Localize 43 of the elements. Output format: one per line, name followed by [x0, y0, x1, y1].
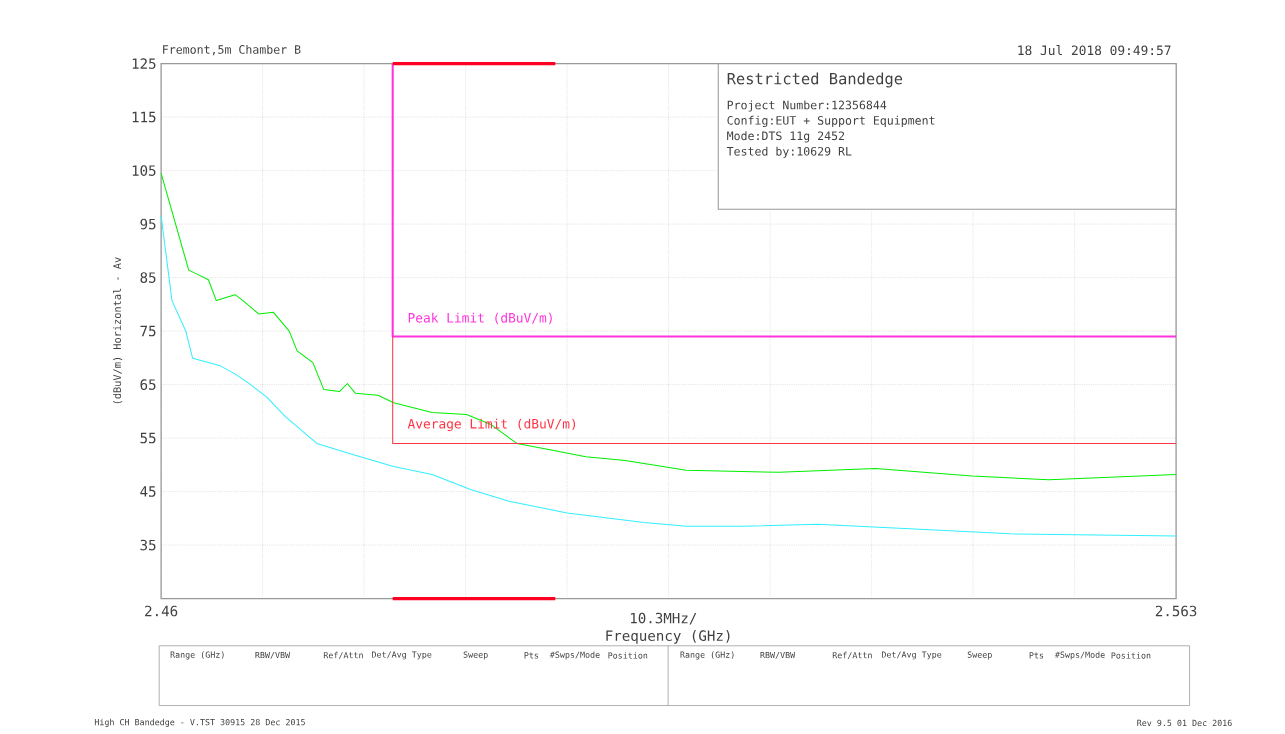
x-tick-label: 2.46 — [145, 605, 178, 617]
text: #Swps/Mode — [1054, 651, 1105, 660]
text: Rev 9.5 01 Dec 2016 — [1137, 720, 1232, 727]
series-label: Peak Limit (dBuV/m) — [408, 312, 552, 325]
y-tick-label: 45 — [140, 486, 156, 498]
text: Sweep — [967, 651, 992, 660]
text: Sweep — [463, 651, 488, 660]
text: RBW/VBW — [255, 652, 291, 660]
text: Det/Avg Type — [372, 651, 432, 660]
text: Range (GHz) — [170, 651, 224, 660]
text: Det/Avg Type — [881, 651, 942, 660]
y-tick-label: 105 — [132, 165, 156, 177]
text: Fremont,5m Chamber B — [163, 45, 301, 56]
text: Restricted Bandedge — [727, 72, 903, 88]
text: Pts — [1029, 652, 1044, 659]
annotation: Config:EUT + Support Equipment — [727, 116, 935, 128]
text: Pts — [524, 652, 539, 659]
y-tick-label: 55 — [140, 433, 156, 444]
y-tick-label: 35 — [140, 539, 156, 551]
line-series — [160, 215, 1177, 537]
x-tick-label: 2.563 — [1155, 605, 1197, 617]
y-tick-label: 125 — [132, 58, 156, 70]
text: Range (GHz) — [680, 651, 734, 660]
text: Position — [1111, 652, 1151, 659]
y-tick-label: 115 — [132, 112, 156, 123]
text: High CH Bandedge - V.TST 30915 28 Dec 2015 — [94, 719, 305, 728]
x-axis-title: Frequency (GHz) — [606, 630, 730, 645]
text: #Swps/Mode — [549, 651, 600, 660]
annotation: Tested by:10629 RL — [726, 146, 852, 159]
y-tick-label: 75 — [140, 326, 156, 337]
text: 18 Jul 2018 09:49:57 — [1018, 45, 1171, 56]
line-series — [160, 173, 1177, 481]
y-axis-title: (dBuV/m) Horizontal - Av — [113, 257, 123, 404]
text: Ref/Attn — [323, 652, 363, 660]
annotation: Mode:DTS 11g 2452 — [727, 131, 845, 143]
y-tick-label: 95 — [140, 219, 156, 230]
text: Ref/Attn — [832, 652, 872, 660]
text: Position — [608, 652, 648, 659]
text: 10.3MHz/ — [630, 613, 697, 625]
y-tick-label: 85 — [140, 272, 156, 284]
annotation: Project Number:12356844 — [727, 100, 887, 112]
text: RBW/VBW — [760, 652, 796, 660]
y-tick-label: 65 — [140, 379, 156, 391]
